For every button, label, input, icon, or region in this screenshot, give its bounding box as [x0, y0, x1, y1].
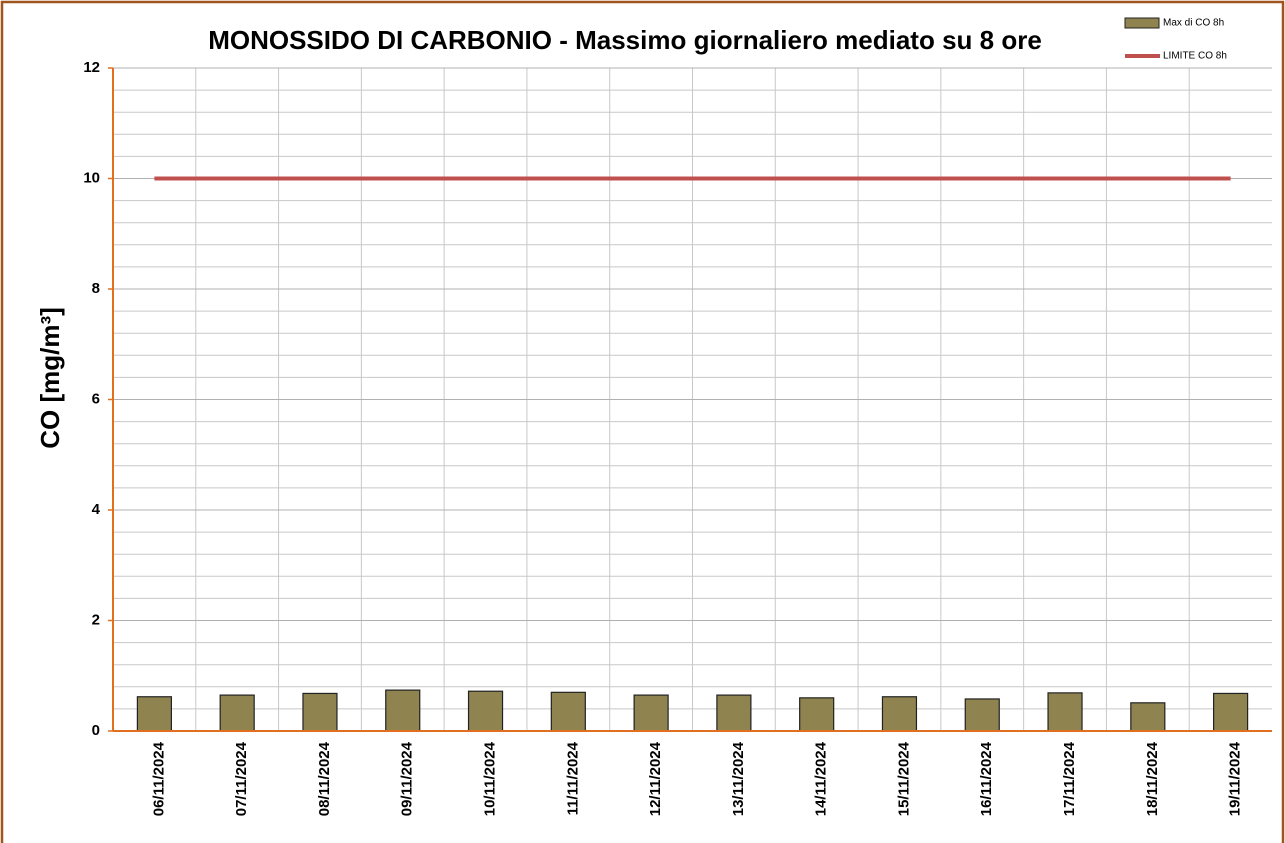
bar — [136, 696, 172, 732]
x-tick-label: 07/11/2024 — [233, 741, 250, 816]
y-tick-label: 4 — [92, 501, 101, 518]
legend-label: LIMITE CO 8h — [1163, 51, 1227, 62]
bar — [633, 694, 669, 732]
bar — [1130, 702, 1166, 732]
bar — [1047, 692, 1083, 732]
x-tick-label: 14/11/2024 — [813, 741, 830, 816]
bar — [716, 694, 752, 732]
legend-swatch — [1124, 17, 1160, 29]
x-tick-label: 13/11/2024 — [730, 741, 747, 816]
bar — [550, 691, 586, 732]
y-tick-label: 2 — [92, 611, 100, 628]
y-tick-label: 0 — [92, 722, 100, 739]
bar — [964, 698, 1000, 732]
x-tick-label: 19/11/2024 — [1227, 741, 1244, 816]
bar — [881, 696, 918, 732]
x-tick-label: 15/11/2024 — [895, 741, 912, 816]
bar — [467, 690, 504, 732]
x-tick-label: 12/11/2024 — [647, 741, 664, 816]
bar — [799, 697, 835, 732]
x-tick-label: 17/11/2024 — [1061, 741, 1078, 816]
x-tick-label: 11/11/2024 — [564, 741, 581, 815]
y-axis-label: CO [mg/m³] — [35, 307, 65, 449]
x-tick-label: 08/11/2024 — [316, 741, 333, 816]
bar — [219, 694, 255, 732]
legend-label: Max di CO 8h — [1163, 18, 1224, 29]
x-tick-label: 16/11/2024 — [978, 741, 995, 816]
bar — [302, 692, 338, 732]
x-tick-label: 06/11/2024 — [150, 741, 167, 816]
bar — [385, 689, 421, 732]
chart-title: MONOSSIDO DI CARBONIO - Massimo giornali… — [208, 25, 1042, 55]
bar — [1213, 692, 1249, 732]
x-tick-label: 09/11/2024 — [399, 741, 416, 816]
x-tick-label: 18/11/2024 — [1144, 741, 1161, 816]
y-tick-label: 8 — [92, 280, 100, 297]
x-tick-label: 10/11/2024 — [482, 741, 499, 816]
y-tick-label: 6 — [92, 390, 100, 407]
y-tick-label: 10 — [83, 169, 100, 186]
y-tick-label: 12 — [83, 59, 100, 76]
